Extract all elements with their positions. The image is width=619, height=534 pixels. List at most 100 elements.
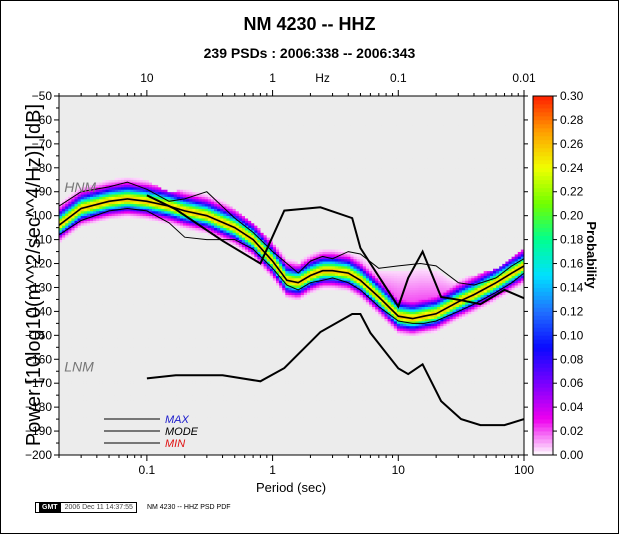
pdf-cell xyxy=(117,158,122,162)
pdf-cell xyxy=(96,438,100,442)
pdf-cell xyxy=(83,112,88,116)
pdf-cell xyxy=(145,208,150,212)
pdf-cell xyxy=(108,337,113,341)
pdf-cell xyxy=(93,105,97,109)
pdf-cell xyxy=(83,253,88,257)
pdf-cell xyxy=(96,320,100,324)
pdf-cell xyxy=(148,368,153,372)
pdf-cell xyxy=(111,213,116,217)
pdf-cell xyxy=(108,301,113,305)
pdf-cell xyxy=(117,177,122,181)
pdf-cell xyxy=(121,378,125,382)
pdf-cell xyxy=(155,431,159,434)
pdf-cell xyxy=(142,237,147,240)
pdf-cell xyxy=(152,352,156,355)
pdf-cell xyxy=(80,318,85,322)
pdf-cell xyxy=(59,265,63,269)
pdf-cell xyxy=(145,440,150,444)
pdf-cell xyxy=(133,344,137,348)
pdf-cell xyxy=(90,218,94,221)
pdf-cell xyxy=(133,174,137,178)
pdf-cell xyxy=(71,433,75,437)
pdf-cell xyxy=(136,320,140,324)
pdf-cell xyxy=(148,335,153,339)
pdf-cell xyxy=(93,340,97,343)
pdf-cell xyxy=(102,445,106,449)
pdf-cell xyxy=(93,311,97,315)
pdf-cell xyxy=(71,244,75,248)
pdf-cell xyxy=(158,141,162,145)
pdf-cell xyxy=(102,232,106,236)
pdf-cell xyxy=(117,431,122,434)
pdf-cell xyxy=(152,122,156,126)
pdf-cell xyxy=(148,447,153,451)
pdf-cell xyxy=(71,445,75,449)
pdf-cell xyxy=(130,151,134,154)
pdf-cell xyxy=(68,261,72,264)
pdf-cell xyxy=(96,115,100,118)
pdf-cell xyxy=(105,189,109,193)
pdf-cell xyxy=(124,445,128,449)
pdf-cell xyxy=(148,423,153,427)
pdf-cell xyxy=(108,318,113,322)
pdf-cell xyxy=(62,139,66,142)
pdf-cell xyxy=(158,426,162,430)
pdf-cell xyxy=(68,421,72,425)
pdf-cell xyxy=(139,165,144,169)
pdf-cell xyxy=(145,399,150,403)
pdf-cell xyxy=(90,361,94,365)
pdf-cell xyxy=(62,191,66,195)
pdf-cell xyxy=(117,253,122,257)
pdf-cell xyxy=(117,376,122,379)
pdf-cell xyxy=(145,330,150,334)
pdf-cell xyxy=(105,344,109,348)
pdf-cell xyxy=(133,368,137,372)
pdf-cell xyxy=(65,364,69,367)
pdf-cell xyxy=(68,340,72,343)
pdf-cell xyxy=(158,227,162,231)
pdf-cell xyxy=(74,368,78,372)
pdf-cell xyxy=(83,143,88,147)
pdf-cell xyxy=(145,368,150,372)
pdf-cell xyxy=(90,395,94,398)
pdf-cell xyxy=(71,323,75,327)
pdf-cell xyxy=(117,426,122,430)
pdf-cell xyxy=(121,387,125,391)
pdf-cell xyxy=(127,361,131,365)
pdf-cell xyxy=(59,103,63,106)
pdf-cell xyxy=(90,309,94,312)
pdf-cell xyxy=(136,309,140,312)
pdf-cell xyxy=(96,414,100,418)
pdf-cell xyxy=(59,364,63,367)
pdf-cell xyxy=(80,428,85,432)
pdf-cell xyxy=(86,155,91,159)
pdf-cell xyxy=(152,387,156,391)
pdf-cell xyxy=(90,174,94,178)
pdf-cell xyxy=(145,258,150,262)
pdf-cell xyxy=(152,163,156,166)
pdf-cell xyxy=(59,167,63,171)
pdf-cell xyxy=(74,325,78,329)
pdf-cell xyxy=(93,392,97,396)
pdf-cell xyxy=(93,234,97,238)
pdf-cell xyxy=(121,426,125,430)
pdf-cell xyxy=(142,364,147,367)
pdf-cell xyxy=(136,354,140,358)
pdf-cell xyxy=(90,277,94,281)
pdf-cell xyxy=(133,414,137,418)
pdf-cell xyxy=(152,366,156,370)
pdf-cell xyxy=(148,241,153,245)
pdf-cell xyxy=(124,225,128,229)
pdf-cell xyxy=(133,258,137,262)
pdf-cell xyxy=(127,127,131,130)
pdf-cell xyxy=(80,186,85,190)
pdf-cell xyxy=(124,146,128,150)
pdf-cell xyxy=(74,127,78,130)
pdf-cell xyxy=(77,206,82,209)
pdf-cell xyxy=(158,249,162,252)
pdf-cell xyxy=(158,330,162,334)
pdf-cell xyxy=(139,280,144,284)
pdf-cell xyxy=(93,230,97,233)
pdf-cell xyxy=(80,294,85,298)
pdf-cell xyxy=(139,311,144,315)
